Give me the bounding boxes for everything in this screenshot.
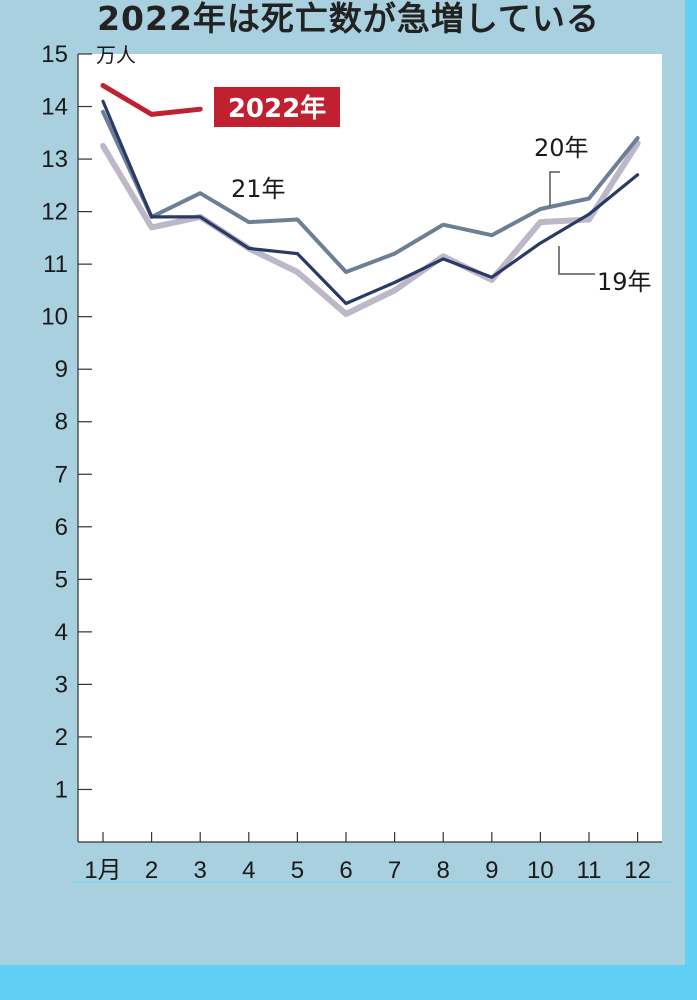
y-tick-label: 1 xyxy=(55,776,68,803)
legend-19-leader xyxy=(558,246,595,275)
series-labels: 2022年 21年 20年 19年 xyxy=(214,87,652,296)
y-tick-label: 4 xyxy=(55,619,68,646)
x-tick-label: 12 xyxy=(624,857,651,884)
y-tick-label: 9 xyxy=(55,356,68,383)
x-tick-label: 8 xyxy=(437,857,450,884)
series-line-3 xyxy=(101,99,640,306)
y-tick-label: 13 xyxy=(41,146,68,173)
y-tick-label: 10 xyxy=(41,304,68,331)
x-tick-label: 7 xyxy=(388,857,401,884)
x-axis-ticks: 1月 2 3 4 5 6 7 8 9 10 11 12 xyxy=(84,832,651,884)
y-tick-label: 11 xyxy=(43,251,68,278)
y-axis-unit: 万人 xyxy=(96,43,136,67)
x-tick-label: 9 xyxy=(485,857,498,884)
y-tick-label: 8 xyxy=(55,409,68,436)
legend-2022-label: 2022年 xyxy=(228,93,326,124)
plot-area xyxy=(78,54,662,842)
x-tick-label: 5 xyxy=(291,857,304,884)
y-tick-label: 5 xyxy=(55,566,68,593)
series-line-2 xyxy=(100,140,641,317)
y-tick-label: 15 xyxy=(41,41,68,68)
legend-2022-box xyxy=(214,87,340,127)
y-tick-label: 14 xyxy=(41,94,68,121)
x-tick-label: 11 xyxy=(577,857,602,884)
y-tick-label: 12 xyxy=(41,199,68,226)
x-tick-label: 2 xyxy=(145,857,158,884)
series-line-0 xyxy=(100,83,203,117)
y-tick-label: 7 xyxy=(55,461,68,488)
x-tick-label: 3 xyxy=(194,857,207,884)
legend-19-label: 19年 xyxy=(597,268,652,296)
x-tick-label: 10 xyxy=(527,857,554,884)
y-tick-label: 3 xyxy=(55,671,68,698)
y-tick-label: 6 xyxy=(55,514,68,541)
legend-20-label: 20年 xyxy=(534,134,589,162)
x-tick-label: 6 xyxy=(339,857,352,884)
legend-20-leader xyxy=(549,171,560,206)
x-tick-label: 4 xyxy=(242,857,255,884)
chart-title: 2022年は死亡数が急増している xyxy=(97,0,600,38)
x-tick-label: 1月 xyxy=(84,857,121,884)
series-lines xyxy=(100,83,641,317)
series-line-1 xyxy=(101,109,640,274)
legend-21-label: 21年 xyxy=(231,175,286,203)
y-tick-label: 2 xyxy=(55,724,68,751)
